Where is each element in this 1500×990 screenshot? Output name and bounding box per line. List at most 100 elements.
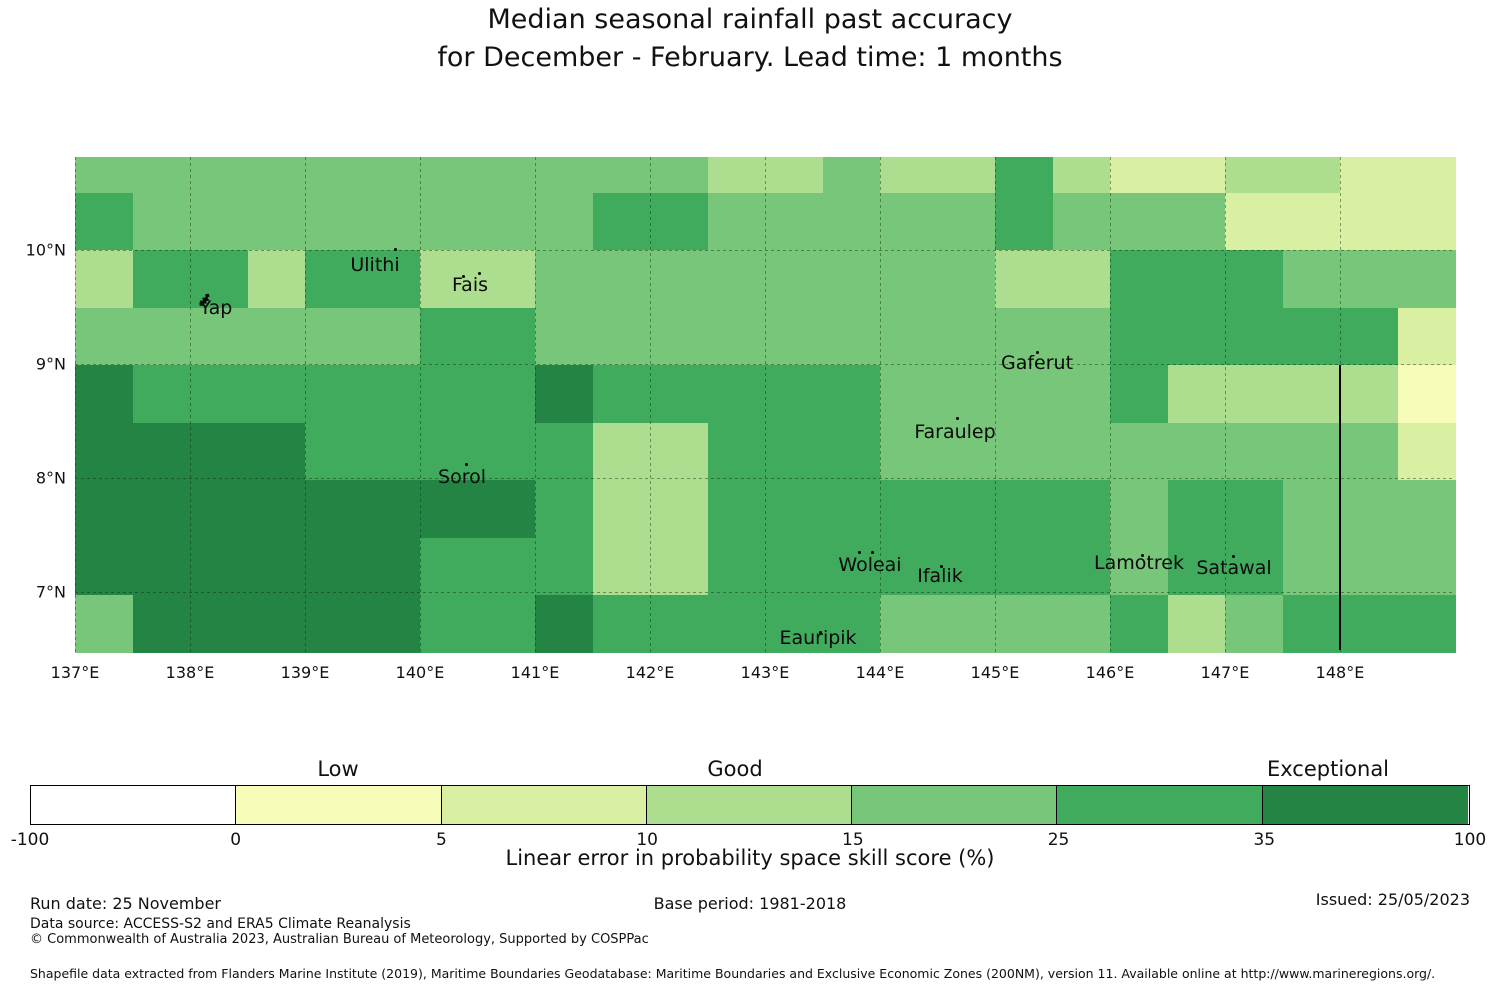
heatmap-cell	[1282, 250, 1341, 309]
y-tick-label: 8°N	[35, 468, 66, 488]
heatmap-cell	[1397, 537, 1456, 596]
heatmap-cell	[305, 157, 364, 194]
x-tick-label: 145°E	[970, 663, 1020, 682]
heatmap-cell	[822, 250, 881, 309]
heatmap-cell	[247, 595, 306, 653]
heatmap-cell	[1282, 480, 1341, 539]
heatmap-cell	[1282, 157, 1341, 194]
longitude-gridline	[190, 157, 191, 652]
heatmap-cell	[75, 537, 134, 596]
heatmap-cell	[1167, 365, 1226, 424]
heatmap-cell	[1225, 307, 1284, 366]
heatmap-cell	[937, 537, 996, 596]
heatmap-cell	[995, 250, 1054, 309]
heatmap-cell	[822, 422, 881, 481]
heatmap-cell	[1052, 480, 1111, 539]
latitude-gridline	[75, 478, 1455, 479]
colorbar-tick-label: 5	[436, 830, 447, 850]
colorbar-quality-label: Good	[707, 757, 763, 781]
heatmap-cell	[1282, 595, 1341, 653]
heatmap-cell	[1282, 192, 1341, 251]
heatmap-cell	[995, 157, 1054, 194]
heatmap-cell	[707, 307, 766, 366]
heatmap-cell	[305, 192, 364, 251]
heatmap-cell	[420, 480, 479, 539]
heatmap-cell	[1052, 307, 1111, 366]
heatmap-cell	[1167, 307, 1226, 366]
y-tick-label: 7°N	[35, 582, 66, 602]
heatmap-cell	[1340, 480, 1399, 539]
heatmap-cell	[937, 192, 996, 251]
heatmap-cell	[1282, 537, 1341, 596]
heatmap-cell	[1167, 192, 1226, 251]
heatmap-cell	[822, 192, 881, 251]
heatmap-cell	[190, 422, 249, 481]
colorbar-tick-label: 25	[1047, 830, 1070, 850]
colorbar-segment	[31, 786, 237, 824]
heatmap-cell	[1225, 365, 1284, 424]
heatmap-cell	[190, 250, 249, 309]
colorbar-segment	[1057, 786, 1263, 824]
heatmap-cell	[1225, 192, 1284, 251]
heatmap-cell	[362, 307, 421, 366]
heatmap-cell	[937, 250, 996, 309]
heatmap-cell	[995, 480, 1054, 539]
latitude-gridline	[75, 364, 1455, 365]
island-label-faraulep: Faraulep	[914, 421, 996, 443]
heatmap-cell	[1167, 480, 1226, 539]
heatmap-cell	[1282, 422, 1341, 481]
y-tick-label: 10°N	[25, 240, 66, 260]
heatmap-cell	[1397, 595, 1456, 653]
heatmap-cell	[132, 422, 191, 481]
heatmap-cell	[1225, 422, 1284, 481]
colorbar	[30, 785, 1470, 825]
heatmap-cell	[535, 537, 594, 596]
heatmap-cell	[1397, 250, 1456, 309]
heatmap-cell	[190, 307, 249, 366]
heatmap-cell	[880, 250, 939, 309]
longitude-gridline	[765, 157, 766, 652]
heatmap-cell	[247, 480, 306, 539]
heatmap-cell	[707, 365, 766, 424]
island-label-gaferut: Gaferut	[1000, 352, 1074, 374]
heatmap-cell	[765, 157, 824, 194]
heatmap-cell	[477, 192, 536, 251]
heatmap-cell	[305, 480, 364, 539]
heatmap-cell	[822, 157, 881, 194]
heatmap-cell	[535, 422, 594, 481]
longitude-gridline	[995, 157, 996, 652]
heatmap-cell	[1397, 480, 1456, 539]
heatmap-cell	[707, 157, 766, 194]
island-marker-dot	[940, 565, 943, 568]
heatmap-cell	[1340, 250, 1399, 309]
longitude-gridline	[1225, 157, 1226, 652]
heatmap-cell	[1225, 537, 1284, 596]
heatmap-cell	[995, 422, 1054, 481]
island-marker-dot	[1141, 554, 1144, 557]
heatmap-cell	[1110, 595, 1169, 653]
heatmap-cell	[535, 595, 594, 653]
heatmap-cell	[822, 595, 881, 653]
heatmap-cell	[1052, 365, 1111, 424]
heatmap-cell	[650, 365, 709, 424]
heatmap-cell	[132, 250, 191, 309]
island-marker-dot	[819, 631, 822, 634]
heatmap-cell	[132, 157, 191, 194]
colorbar-segment	[852, 786, 1058, 824]
x-tick-label: 144°E	[855, 663, 905, 682]
heatmap-cell	[420, 537, 479, 596]
heatmap-cell	[822, 537, 881, 596]
heatmap-cell	[1052, 595, 1111, 653]
heatmap-cell	[765, 537, 824, 596]
island-label-yap: Yap	[199, 297, 233, 319]
heatmap-cell	[247, 537, 306, 596]
heatmap-cell	[592, 422, 651, 481]
heatmap-cell	[420, 192, 479, 251]
heatmap-cell	[1052, 537, 1111, 596]
island-label-sorol: Sorol	[438, 466, 486, 488]
heatmap-cell	[1225, 480, 1284, 539]
heatmap-cell	[650, 537, 709, 596]
colorbar-segment	[646, 786, 853, 824]
heatmap-cell	[707, 480, 766, 539]
